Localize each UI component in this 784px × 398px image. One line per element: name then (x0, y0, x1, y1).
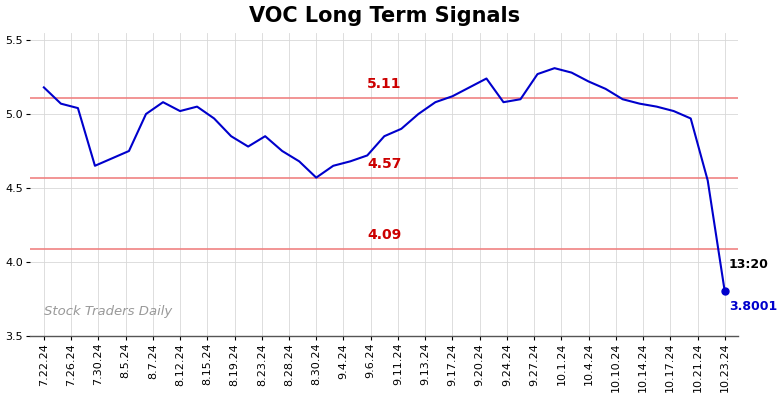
Text: 4.57: 4.57 (367, 157, 401, 171)
Text: 4.09: 4.09 (367, 228, 401, 242)
Text: 13:20: 13:20 (729, 258, 769, 271)
Text: 5.11: 5.11 (367, 77, 401, 91)
Title: VOC Long Term Signals: VOC Long Term Signals (249, 6, 520, 25)
Text: Stock Traders Daily: Stock Traders Daily (45, 305, 172, 318)
Text: 3.8001: 3.8001 (729, 300, 777, 313)
